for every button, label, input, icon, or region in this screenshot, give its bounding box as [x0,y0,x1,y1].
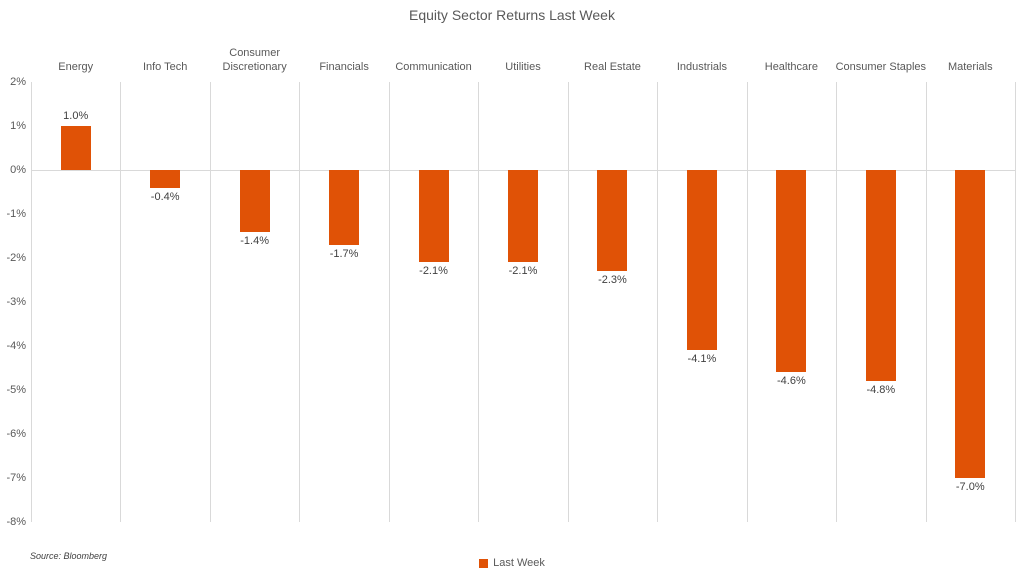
gridline [388,82,390,522]
y-tick-label: 0% [10,164,26,176]
source-note: Source: Bloomberg [30,551,108,561]
y-tick-label: 1% [10,120,26,132]
gridline [209,82,211,522]
category-axis: Energy Info Tech Consumer Discretionary Fin… [31,40,1015,74]
bar [865,170,896,382]
category-label: Healthcare [764,61,818,73]
chart-title: Equity Sector Returns Last Week [409,7,615,23]
bar-value-label: -2.1% [508,265,538,278]
gridline [657,82,659,522]
bar-value-label: -1.4% [240,234,269,247]
category-label: Communication [395,61,472,73]
y-tick-label: -3% [6,296,26,308]
bar [686,170,717,351]
y-tick-label: -2% [6,252,26,264]
bar [150,170,181,188]
plot-area: 1.0% -0.4% -1.4% -1.7% -2.1% -2.1% -2.3% -4.1% -… [31,82,1016,522]
category-label: Consumer Staples [835,61,927,73]
y-tick-label: -7% [6,472,26,484]
bar [329,170,360,245]
bar-value-label: 1.0% [63,110,89,122]
legend-label: Last Week [493,557,545,569]
category-label: Real Estate [584,61,641,73]
category-label: Energy [58,61,94,73]
category-label: Financials [319,61,369,73]
category-label: Industrials [676,61,727,73]
category-label: Materials [947,61,993,73]
gridline [478,82,480,522]
bar-value-label: -0.4% [150,190,180,203]
gridline [925,82,927,522]
bar [508,170,538,263]
y-tick-label: -5% [6,384,26,396]
bar [955,170,986,478]
legend: Last Week [0,557,1024,569]
bar-value-label: -2.1% [419,265,448,278]
category-label: Consumer Discretionary [222,47,287,73]
y-tick-label: -4% [6,340,26,352]
bar-value-label: -1.7% [329,247,359,260]
gridline [746,82,748,522]
bar [418,170,449,263]
bar-value-label: -7.0% [955,481,985,493]
bar-value-label: -4.8% [866,384,896,397]
bar-value-label: -2.3% [598,274,627,287]
y-tick-label: -6% [6,428,26,440]
gridline [120,82,122,522]
gridline [1015,82,1016,522]
gridline [31,82,32,522]
bar-value-label: -4.1% [687,353,717,366]
bar [239,170,270,232]
y-tick-label: 2% [10,76,26,88]
bar [776,170,807,373]
gridline [567,82,569,522]
bar-value-label: -4.6% [776,375,806,388]
category-label: Info Tech [142,61,188,73]
gridline [836,82,838,522]
category-label: Utilities [505,61,541,73]
gridline [299,82,301,522]
bar [60,126,91,170]
y-tick-label: -8% [6,516,26,528]
value-axis: 2% 1% 0% -1% -2% -3% -4% -5% -6% -7% -8% [0,76,28,528]
y-tick-label: -1% [6,208,26,220]
bar [597,170,628,272]
legend-swatch-icon [479,558,489,568]
